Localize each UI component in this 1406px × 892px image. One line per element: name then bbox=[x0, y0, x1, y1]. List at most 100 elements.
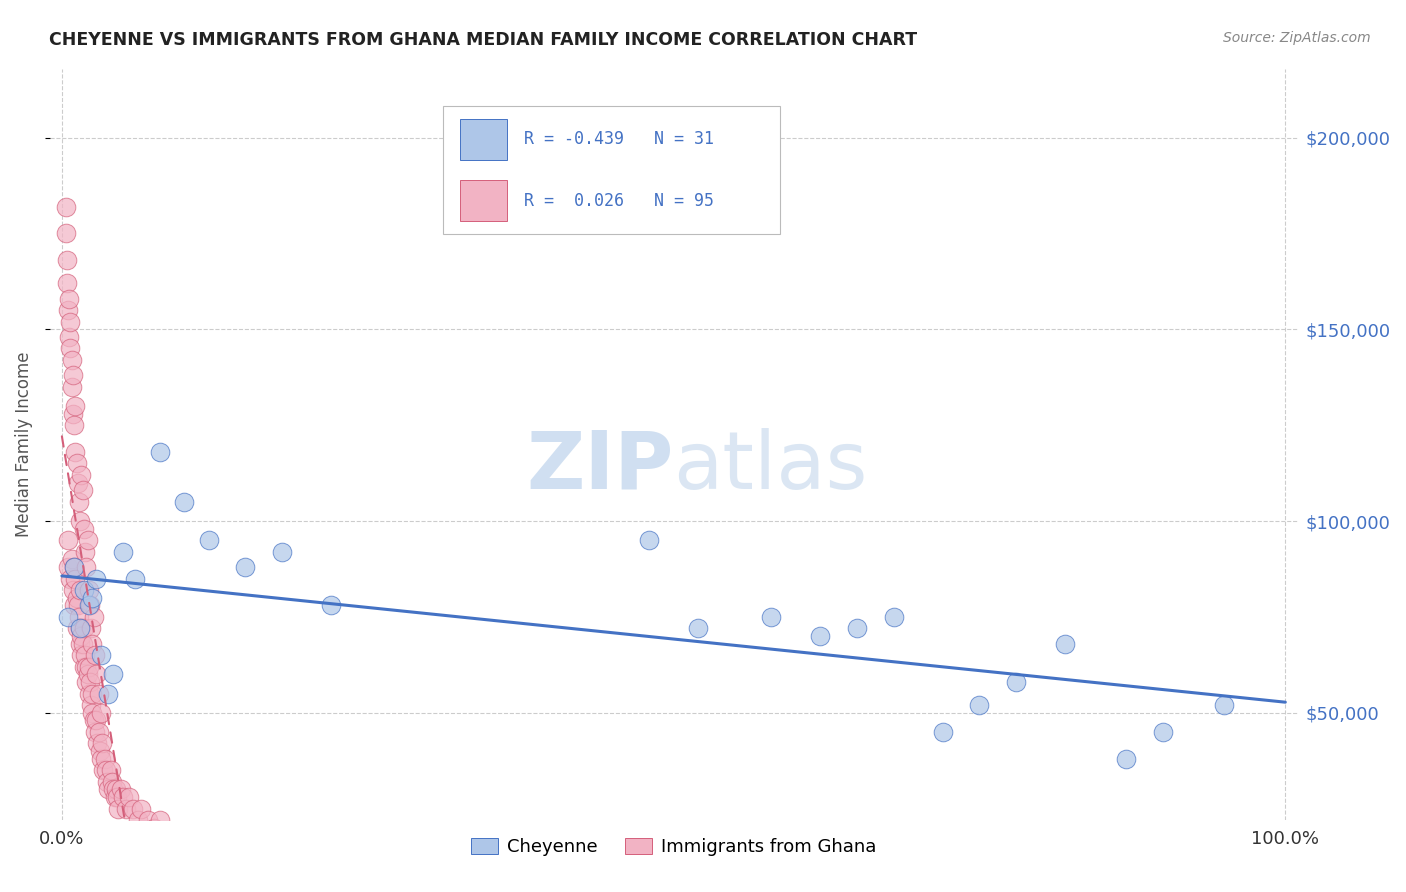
Point bbox=[110, 782, 132, 797]
Point bbox=[84, 714, 107, 728]
Point bbox=[127, 813, 149, 827]
Point bbox=[969, 698, 991, 712]
Point bbox=[686, 621, 709, 635]
Point bbox=[83, 714, 105, 728]
Point bbox=[59, 572, 82, 586]
Point bbox=[97, 687, 120, 701]
Point bbox=[56, 610, 79, 624]
Point bbox=[87, 725, 110, 739]
Point bbox=[319, 599, 342, 613]
Point bbox=[149, 445, 172, 459]
Point bbox=[62, 407, 84, 421]
Point bbox=[75, 675, 97, 690]
Point bbox=[271, 544, 294, 558]
Point bbox=[103, 667, 125, 681]
Point bbox=[75, 560, 97, 574]
Point bbox=[73, 621, 96, 635]
Point bbox=[94, 764, 117, 778]
Point bbox=[112, 544, 135, 558]
Point bbox=[56, 303, 79, 318]
Point bbox=[70, 468, 93, 483]
Point bbox=[89, 744, 111, 758]
Point bbox=[67, 495, 90, 509]
Point bbox=[56, 277, 79, 291]
Point bbox=[56, 253, 79, 268]
Point bbox=[883, 610, 905, 624]
Point bbox=[77, 599, 100, 613]
Point bbox=[97, 782, 120, 797]
Point bbox=[65, 572, 87, 586]
Point bbox=[75, 648, 97, 663]
Point bbox=[1115, 752, 1137, 766]
Point bbox=[58, 292, 80, 306]
Point bbox=[65, 457, 87, 471]
Point bbox=[638, 533, 661, 548]
Point bbox=[69, 621, 91, 635]
Point bbox=[65, 445, 87, 459]
Text: ZIP: ZIP bbox=[526, 428, 673, 506]
Point bbox=[932, 725, 955, 739]
Point bbox=[124, 572, 146, 586]
Point bbox=[55, 227, 77, 241]
Point bbox=[65, 399, 87, 413]
Point bbox=[77, 687, 100, 701]
Point bbox=[66, 599, 89, 613]
Point bbox=[77, 582, 100, 597]
Point bbox=[149, 813, 172, 827]
Point bbox=[55, 200, 77, 214]
Point bbox=[90, 706, 112, 720]
Legend: Cheyenne, Immigrants from Ghana: Cheyenne, Immigrants from Ghana bbox=[464, 831, 883, 863]
Text: CHEYENNE VS IMMIGRANTS FROM GHANA MEDIAN FAMILY INCOME CORRELATION CHART: CHEYENNE VS IMMIGRANTS FROM GHANA MEDIAN… bbox=[49, 31, 917, 49]
Point bbox=[83, 610, 105, 624]
Point bbox=[846, 621, 869, 635]
Point bbox=[1152, 725, 1174, 739]
Point bbox=[76, 533, 98, 548]
Point bbox=[93, 752, 115, 766]
Point bbox=[101, 774, 124, 789]
Point bbox=[107, 802, 129, 816]
Point bbox=[96, 774, 118, 789]
Point bbox=[82, 637, 104, 651]
Point bbox=[75, 544, 97, 558]
Point bbox=[65, 591, 87, 605]
Point bbox=[82, 706, 104, 720]
Point bbox=[82, 687, 104, 701]
Point bbox=[173, 495, 195, 509]
Point bbox=[66, 475, 89, 490]
Text: Source: ZipAtlas.com: Source: ZipAtlas.com bbox=[1223, 31, 1371, 45]
Point bbox=[63, 599, 86, 613]
Point bbox=[72, 483, 94, 498]
Point bbox=[103, 782, 125, 797]
Point bbox=[60, 380, 83, 394]
Point bbox=[56, 533, 79, 548]
Point bbox=[67, 610, 90, 624]
Point bbox=[810, 629, 832, 643]
Point bbox=[80, 621, 103, 635]
Point bbox=[76, 667, 98, 681]
Point bbox=[84, 648, 107, 663]
Point bbox=[104, 782, 127, 797]
Point bbox=[69, 514, 91, 528]
Point bbox=[118, 790, 141, 805]
Point bbox=[86, 736, 108, 750]
Point bbox=[75, 659, 97, 673]
Point bbox=[105, 790, 128, 805]
Point bbox=[90, 752, 112, 766]
Point bbox=[70, 629, 93, 643]
Point bbox=[60, 552, 83, 566]
Point bbox=[65, 621, 87, 635]
Point bbox=[84, 572, 107, 586]
Point bbox=[93, 764, 115, 778]
Point bbox=[63, 418, 86, 433]
Point bbox=[142, 821, 165, 835]
Point bbox=[70, 648, 93, 663]
Point bbox=[1005, 675, 1028, 690]
Point bbox=[90, 648, 112, 663]
Point bbox=[62, 582, 84, 597]
Point bbox=[63, 560, 86, 574]
Point bbox=[73, 522, 96, 536]
Point bbox=[1213, 698, 1236, 712]
Point bbox=[79, 675, 101, 690]
Point bbox=[112, 790, 135, 805]
Point bbox=[197, 533, 219, 548]
